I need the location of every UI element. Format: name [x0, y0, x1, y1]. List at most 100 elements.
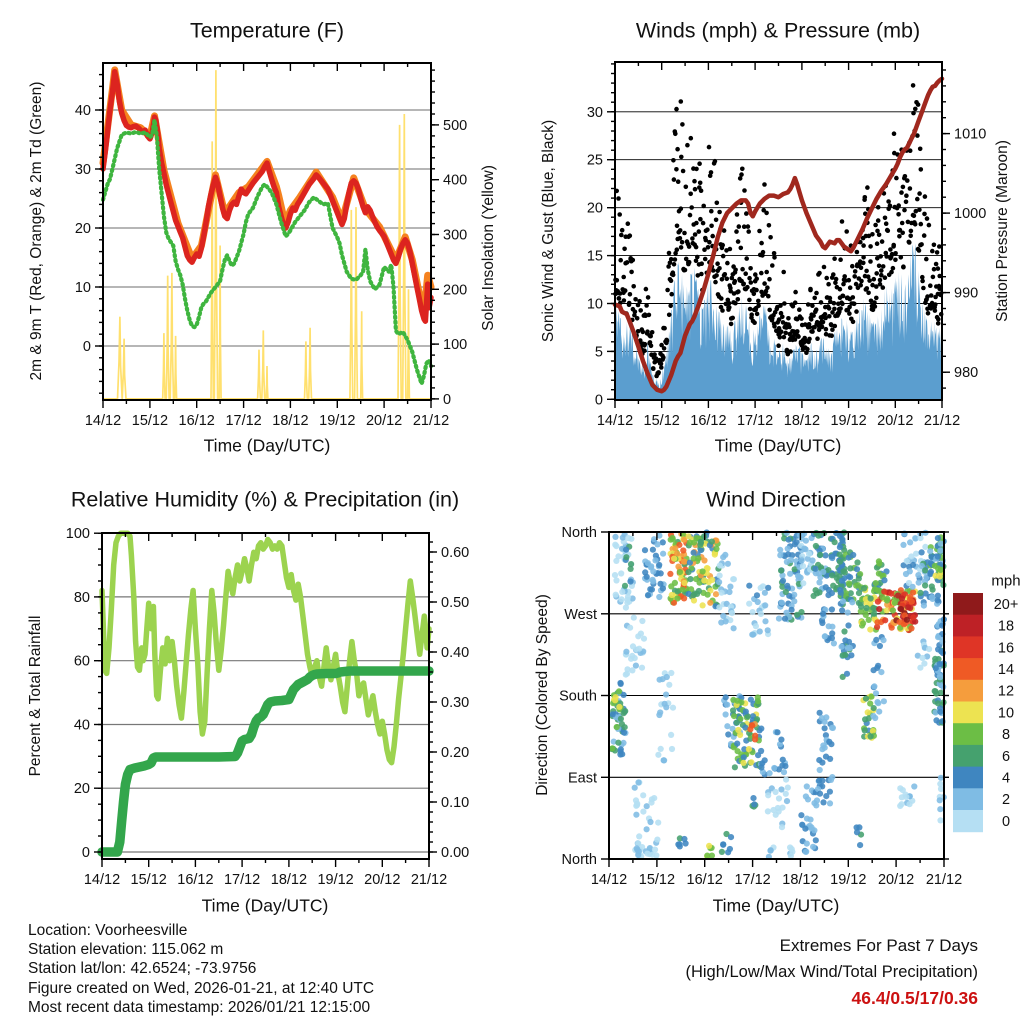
extremes-value: 46.4/0.5/17/0.36 — [851, 988, 979, 1008]
colorbar-unit-label: mph — [991, 572, 1021, 590]
x-tick-label: 21/12 — [413, 413, 449, 429]
colorbar-label: 8 — [1002, 727, 1010, 743]
colorbar-segment — [953, 679, 983, 702]
axis-ticks — [601, 531, 949, 867]
station-pressure — [612, 76, 945, 394]
colorbar-segment — [953, 723, 983, 746]
x-tick-label: 14/12 — [597, 413, 633, 429]
extremes-title: Extremes For Past 7 Days — [779, 936, 978, 955]
colorbar-segment — [953, 766, 983, 789]
y-tick-label: 5 — [595, 344, 603, 360]
y-tick-label: 30 — [75, 162, 91, 178]
humidity-precip-title: Relative Humidity (%) & Precipitation (i… — [70, 487, 460, 512]
colorbar-label: 4 — [1002, 771, 1010, 787]
x-tick-label: 20/12 — [366, 413, 402, 429]
tick-labels: 14/12 15/12 16/12 17/12 18/12 19/12 20/12 21/12… — [66, 526, 469, 888]
x-tick-label: 21/12 — [926, 872, 962, 888]
y-tick-label: 15 — [587, 249, 603, 265]
wind-direction-dots — [608, 529, 948, 860]
y-tick-label: West — [564, 607, 597, 623]
colorbar-segment — [953, 701, 983, 724]
axis-ticks — [94, 532, 437, 867]
colorbar-label: 14 — [998, 662, 1014, 678]
x-tick-label: 17/12 — [225, 413, 261, 429]
y-tick-label: 0 — [83, 339, 91, 355]
colorbar-segment — [953, 658, 983, 681]
x-tick-label: 21/12 — [411, 872, 447, 888]
winds-xlabel: Time (Day/UTC) — [714, 435, 842, 456]
y-tick-label: North — [562, 852, 597, 868]
y-right-tick-label: 1010 — [954, 127, 986, 143]
y-right-tick-label: 0.50 — [441, 595, 469, 611]
x-tick-label: 15/12 — [639, 872, 675, 888]
y-tick-label: 10 — [75, 280, 91, 296]
y-tick-label: 10 — [587, 297, 603, 313]
y-right-tick-label: 1000 — [954, 206, 986, 222]
station-info-line: Location: Voorheesville — [28, 922, 188, 939]
x-tick-label: 14/12 — [85, 413, 121, 429]
y-tick-label: 40 — [75, 103, 91, 119]
solar-insolation — [103, 70, 431, 400]
x-tick-label: 19/12 — [317, 872, 353, 888]
colorbar-segment — [953, 593, 983, 616]
relative-humidity — [99, 530, 432, 766]
humidity-ylabel: Percent & Total Rainfall — [27, 615, 44, 777]
colorbar-segment — [953, 788, 983, 811]
y-right-tick-label: 980 — [954, 365, 978, 381]
x-tick-label: 18/12 — [782, 872, 818, 888]
colorbar-segment — [953, 636, 983, 659]
y-right-tick-label: 0.20 — [441, 745, 469, 761]
solar-ylabel: Solar Insolation (Yellow) — [480, 165, 497, 331]
y-right-tick-label: 0.30 — [441, 695, 469, 711]
x-tick-label: 15/12 — [132, 413, 168, 429]
tick-labels: 14/12 15/12 16/12 17/12 18/12 19/12 20/12 21/12… — [587, 105, 986, 429]
x-tick-label: 16/12 — [179, 413, 215, 429]
sonic-wind — [615, 243, 942, 400]
temperature-title: Temperature (F) — [189, 18, 345, 43]
temperature-ylabel: 2m & 9m T (Red, Orange) & 2m Td (Green) — [28, 81, 45, 381]
y-tick-label: 100 — [66, 526, 90, 542]
y-tick-label: 20 — [75, 221, 91, 237]
axis-ticks — [95, 63, 439, 408]
wind-direction-title: Wind Direction — [706, 487, 846, 512]
humidity-xlabel: Time (Day/UTC) — [201, 895, 329, 916]
total-rainfall — [97, 666, 434, 857]
x-tick-label: 17/12 — [734, 872, 770, 888]
y-tick-label: East — [568, 770, 597, 786]
station-info: Location: Voorheesville Station elevatio… — [28, 921, 374, 1017]
x-tick-label: 20/12 — [877, 413, 913, 429]
wind-direction-xlabel: Time (Day/UTC) — [712, 895, 840, 916]
x-tick-label: 16/12 — [690, 413, 726, 429]
chart-wind-direction: 14/12 15/12 16/12 17/12 18/12 19/12 20/12 21/12… — [559, 525, 962, 888]
y-right-tick-label: 0.00 — [441, 845, 469, 861]
x-tick-label: 18/12 — [784, 413, 820, 429]
tick-labels: 14/12 15/12 16/12 17/12 18/12 19/12 20/12 21/12… — [559, 525, 962, 888]
extremes-summary: Extremes For Past 7 Days (High/Low/Max W… — [685, 933, 978, 1011]
colorbar-label: 12 — [998, 684, 1014, 700]
y-tick-label: 40 — [74, 718, 90, 734]
y-right-tick-label: 0.40 — [441, 645, 469, 661]
y-tick-label: 30 — [587, 105, 603, 121]
station-info-line: Figure created on Wed, 2026-01-21, at 12… — [28, 979, 375, 997]
colorbar-segment — [953, 744, 983, 768]
y-tick-label: 20 — [74, 781, 90, 797]
y-right-tick-label: 200 — [443, 282, 467, 298]
winds-pressure-title: Winds (mph) & Pressure (mb) — [635, 18, 921, 43]
colorbar-label: 18 — [998, 619, 1014, 635]
y-right-tick-label: 0.60 — [441, 545, 469, 561]
y-tick-label: 60 — [74, 654, 90, 670]
tick-labels: 14/12 15/12 16/12 17/12 18/12 19/12 20/12 21/12… — [75, 103, 467, 429]
y-tick-label: 0 — [82, 845, 90, 861]
2m-dewpoint — [100, 118, 434, 386]
x-tick-label: 19/12 — [830, 872, 866, 888]
colorbar-segment — [953, 614, 983, 637]
y-right-tick-label: 0 — [443, 392, 451, 408]
x-tick-label: 15/12 — [644, 413, 680, 429]
y-right-tick-label: 990 — [954, 286, 978, 302]
pressure-ylabel: Station Pressure (Maroon) — [994, 140, 1011, 322]
x-tick-label: 17/12 — [224, 872, 260, 888]
y-tick-label: 80 — [74, 590, 90, 606]
x-tick-label: 16/12 — [177, 872, 213, 888]
